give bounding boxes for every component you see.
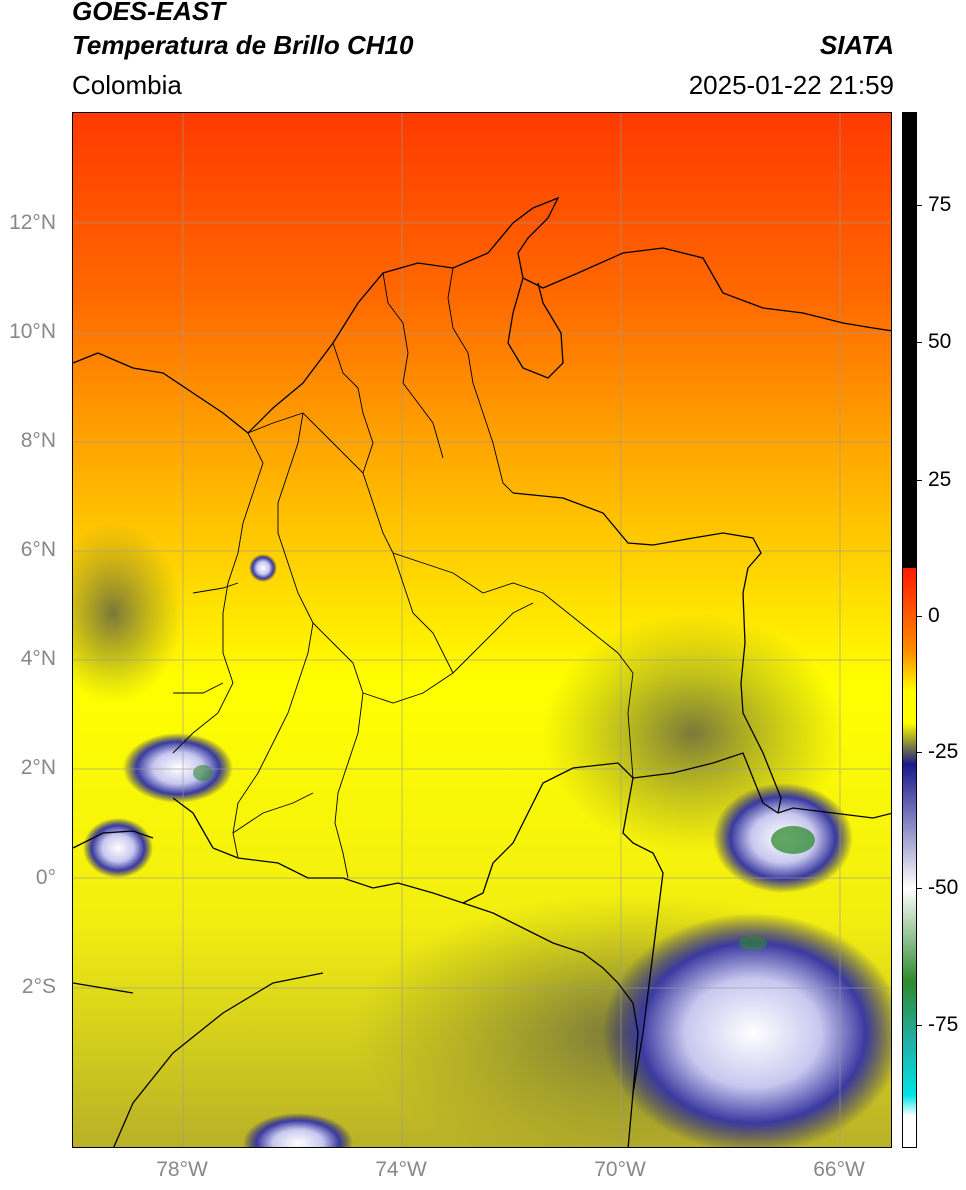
temperature-colorbar bbox=[902, 112, 917, 1148]
colorbar-tick bbox=[917, 342, 922, 343]
cold-top-amazon bbox=[739, 936, 767, 950]
lat-label-0: 0° bbox=[35, 866, 56, 889]
colorbar-tick bbox=[917, 1025, 922, 1026]
colorbar-label-minus50: -50 bbox=[928, 876, 959, 899]
lat-label-6n: 6°N bbox=[20, 538, 56, 561]
lon-label-70w: 70°W bbox=[594, 1158, 646, 1181]
lat-label-4n: 4°N bbox=[20, 647, 56, 670]
cold-top-east bbox=[771, 826, 815, 854]
cold-top-pacific bbox=[193, 765, 213, 781]
colorbar-tick bbox=[917, 480, 922, 481]
storm-cell-pacific bbox=[123, 733, 233, 803]
satellite-title: GOES-EAST bbox=[72, 0, 226, 26]
lat-label-2s: 2°S bbox=[21, 975, 56, 998]
agency-label: SIATA bbox=[819, 30, 894, 60]
lat-label-8n: 8°N bbox=[20, 429, 56, 452]
region-label: Colombia bbox=[72, 70, 182, 100]
storm-cell-amazon bbox=[603, 913, 891, 1147]
storm-cell-andes bbox=[249, 554, 277, 582]
storm-cell-coast bbox=[83, 818, 153, 878]
department-borders bbox=[172, 267, 634, 879]
lon-label-78w: 78°W bbox=[156, 1158, 208, 1181]
colorbar-tick bbox=[917, 205, 922, 206]
colorbar-label-50: 50 bbox=[928, 330, 952, 353]
lon-label-74w: 74°W bbox=[375, 1158, 427, 1181]
timestamp-label: 2025-01-22 21:59 bbox=[688, 70, 894, 100]
lat-label-10n: 10°N bbox=[9, 320, 56, 343]
colorbar-tick bbox=[917, 888, 922, 889]
colorbar-label-minus75: -75 bbox=[928, 1013, 959, 1036]
colorbar-label-minus25: -25 bbox=[928, 740, 959, 763]
lat-label-12n: 12°N bbox=[9, 211, 56, 234]
country-borders bbox=[73, 196, 891, 1147]
cloud-cluster-pacific bbox=[73, 523, 183, 703]
storm-cell-south bbox=[243, 1113, 353, 1147]
colorbar-tick bbox=[917, 616, 922, 617]
brightness-temperature-map bbox=[72, 112, 892, 1148]
lat-label-2n: 2°N bbox=[20, 756, 56, 779]
product-title: Temperatura de Brillo CH10 bbox=[72, 30, 414, 60]
colorbar-label-25: 25 bbox=[928, 468, 952, 491]
graticule bbox=[73, 113, 891, 1147]
colorbar-label-0: 0 bbox=[928, 604, 940, 627]
colorbar-tick bbox=[917, 752, 922, 753]
map-canvas bbox=[73, 113, 891, 1147]
colorbar-label-75: 75 bbox=[928, 193, 952, 216]
lon-label-66w: 66°W bbox=[813, 1158, 865, 1181]
